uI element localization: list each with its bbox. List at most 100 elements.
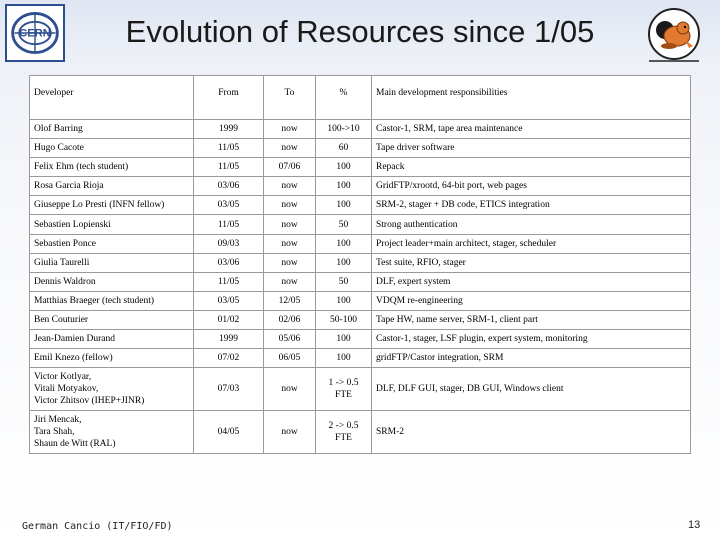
cell-responsibilities: Tape HW, name server, SRM-1, client part <box>371 309 691 331</box>
percent-line: FTE <box>335 390 352 401</box>
cell-percent: 100 <box>315 348 372 369</box>
col-header-percent: % <box>315 75 372 120</box>
table-row: Rosa Garcia Rioja 03/06 now 100 GridFTP/xroo… <box>29 176 691 197</box>
cell-to: 07/06 <box>263 157 316 178</box>
cell-to: now <box>263 176 316 197</box>
cell-developer: Ben Couturier <box>29 309 194 331</box>
cell-to: now <box>263 195 316 216</box>
beaver-mascot-icon <box>648 8 700 62</box>
cell-developer: Giulia Taurelli <box>29 252 194 273</box>
cell-responsibilities: DLF, expert system <box>371 271 691 292</box>
cell-from: 1999 <box>193 329 264 350</box>
cell-to: now <box>263 410 316 455</box>
cell-responsibilities: GridFTP/xrootd, 64-bit port, web pages <box>371 176 691 197</box>
developer-line: Shaun de Witt (RAL) <box>34 439 116 450</box>
col-header-developer: Developer <box>29 75 194 120</box>
resources-table: Developer From To % Main development res… <box>29 75 691 455</box>
cell-responsibilities: Strong authentication <box>371 214 691 235</box>
cell-developer: Emil Knezo (fellow) <box>29 348 194 369</box>
cell-to: now <box>263 271 316 292</box>
table-row: Olof Barring 1999 now 100->10 Castor-1, SRM,… <box>29 118 691 140</box>
cell-to: 05/06 <box>263 329 316 350</box>
cell-percent: 100 <box>315 176 372 197</box>
percent-line: 1 -> 0.5 <box>328 378 359 389</box>
cell-to: 06/05 <box>263 348 316 369</box>
cell-percent: 50-100 <box>315 309 372 331</box>
percent-line: 2 -> 0.5 <box>328 421 359 432</box>
cell-percent: 1 -> 0.5 FTE <box>315 367 372 412</box>
cell-from: 03/05 <box>193 195 264 216</box>
col-header-from: From <box>193 75 264 120</box>
developer-line: Vitali Motyakov, <box>34 384 99 395</box>
cell-developer: Dennis Waldron <box>29 271 194 292</box>
cell-percent: 100 <box>315 290 372 311</box>
cell-percent: 2 -> 0.5 FTE <box>315 410 372 455</box>
cell-developer: Hugo Cacote <box>29 138 194 159</box>
page-number: 13 <box>688 519 701 531</box>
cern-logo: CERN <box>5 4 65 62</box>
cell-to: now <box>263 214 316 235</box>
table-row: Sebastien Lopienski 11/05 now 50 Strong auth… <box>29 214 691 235</box>
cell-developer: Felix Ehm (tech student) <box>29 157 194 178</box>
cell-to: now <box>263 367 316 412</box>
cell-developer: Jean-Damien Durand <box>29 329 194 350</box>
cell-from: 03/05 <box>193 290 264 311</box>
table-row: Sebastien Ponce 09/03 now 100 Project leader… <box>29 233 691 254</box>
cell-to: now <box>263 252 316 273</box>
developer-line: Victor Kotlyar, <box>34 372 92 383</box>
cern-logo-icon: CERN <box>7 6 63 60</box>
cell-from: 04/05 <box>193 410 264 455</box>
cell-percent: 100 <box>315 157 372 178</box>
castor-mascot <box>645 6 703 64</box>
cell-percent: 60 <box>315 138 372 159</box>
cell-responsibilities: SRM-2, stager + DB code, ETICS integrati… <box>371 195 691 216</box>
cell-from: 11/05 <box>193 157 264 178</box>
cell-developer: Giuseppe Lo Presti (INFN fellow) <box>29 195 194 216</box>
cell-responsibilities: gridFTP/Castor integration, SRM <box>371 348 691 369</box>
cell-responsibilities: Project leader+main architect, stager, s… <box>371 233 691 254</box>
developer-line: Tara Shah, <box>34 427 75 438</box>
cell-responsibilities: DLF, DLF GUI, stager, DB GUI, Windows cl… <box>371 367 691 412</box>
cell-percent: 100 <box>315 329 372 350</box>
table-header-row: Developer From To % Main development res… <box>29 75 691 120</box>
cell-developer: Victor Kotlyar, Vitali Motyakov, Victor Zh… <box>29 367 194 412</box>
cell-developer: Sebastien Lopienski <box>29 214 194 235</box>
cell-responsibilities: SRM-2 <box>371 410 691 455</box>
cell-percent: 100 <box>315 195 372 216</box>
cell-from: 07/03 <box>193 367 264 412</box>
cell-to: 12/05 <box>263 290 316 311</box>
cell-developer: Olof Barring <box>29 118 194 140</box>
cell-responsibilities: Tape driver software <box>371 138 691 159</box>
slide-title: Evolution of Resources since 1/05 <box>125 14 595 49</box>
cell-developer: Rosa Garcia Rioja <box>29 176 194 197</box>
cell-to: now <box>263 138 316 159</box>
cell-percent: 50 <box>315 271 372 292</box>
percent-line: FTE <box>335 433 352 444</box>
cell-responsibilities: Test suite, RFIO, stager <box>371 252 691 273</box>
cell-from: 03/06 <box>193 176 264 197</box>
cell-from: 1999 <box>193 118 264 140</box>
developer-line: Victor Zhitsov (IHEP+JINR) <box>34 396 145 407</box>
cell-percent: 100 <box>315 233 372 254</box>
cell-to: 02/06 <box>263 309 316 331</box>
cell-developer: Jiri Mencak, Tara Shah, Shaun de Witt (RAL… <box>29 410 194 455</box>
cell-from: 09/03 <box>193 233 264 254</box>
cell-percent: 100 <box>315 252 372 273</box>
cell-responsibilities: VDQM re-engineering <box>371 290 691 311</box>
cell-responsibilities: Castor-1, SRM, tape area maintenance <box>371 118 691 140</box>
developer-line: Jiri Mencak, <box>34 415 82 426</box>
cell-from: 11/05 <box>193 271 264 292</box>
footer-author: German Cancio (IT/FIO/FD) <box>22 521 173 532</box>
table-row: Victor Kotlyar, Vitali Motyakov, Victor Zh… <box>29 367 691 412</box>
table-row: Giuseppe Lo Presti (INFN fellow) 03/05 now… <box>29 195 691 216</box>
cell-responsibilities: Castor-1, stager, LSF plugin, expert sys… <box>371 329 691 350</box>
table-row: Dennis Waldron 11/05 now 50 DLF, expert syst… <box>29 271 691 292</box>
cell-from: 11/05 <box>193 214 264 235</box>
table-row: Jiri Mencak, Tara Shah, Shaun de Witt (RAL… <box>29 410 691 455</box>
cell-to: now <box>263 118 316 140</box>
table-body: Olof Barring 1999 now 100->10 Castor-1, SRM,… <box>29 118 691 455</box>
cell-developer: Sebastien Ponce <box>29 233 194 254</box>
cell-from: 01/02 <box>193 309 264 331</box>
col-header-responsibilities: Main development responsibilities <box>371 75 691 120</box>
resources-table-container: Developer From To % Main development res… <box>29 75 691 455</box>
